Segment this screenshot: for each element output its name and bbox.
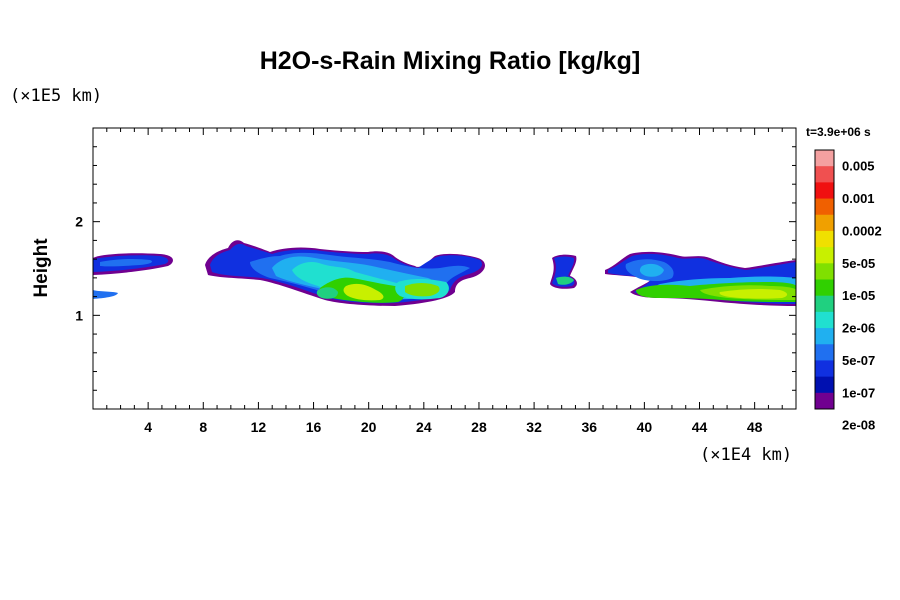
y-tick-label: 2 — [75, 214, 83, 230]
field-region-left-low — [93, 290, 118, 299]
colorbar-label: 2e-06 — [842, 321, 875, 336]
colorbar-swatch — [815, 392, 834, 410]
field-region-small-inner — [556, 276, 574, 285]
x-tick-label: 28 — [471, 419, 487, 435]
y-tick-label: 1 — [75, 307, 83, 323]
colorbar-swatch — [815, 360, 834, 378]
colorbar-swatch — [815, 376, 834, 394]
chart-title: H2O-s-Rain Mixing Ratio [kg/kg] — [259, 47, 641, 75]
colorbar-swatch — [815, 311, 834, 329]
colorbar-swatch — [815, 328, 834, 345]
colorbar-swatch — [815, 344, 834, 361]
colorbar-label: 1e-07 — [842, 385, 875, 400]
field-layer — [93, 240, 796, 306]
x-tick-label: 32 — [526, 419, 542, 435]
field-region-main-left-teal — [316, 287, 338, 299]
colorbar-swatch — [815, 279, 834, 297]
colorbar-label: 5e-05 — [842, 256, 875, 271]
x-tick-label: 36 — [581, 419, 597, 435]
x-unit-label: (×1E4 km) — [700, 445, 793, 465]
x-tick-label: 12 — [251, 419, 267, 435]
colorbar-swatch — [815, 263, 834, 280]
x-tick-label: 8 — [199, 419, 207, 435]
field-region-right-yellow — [719, 288, 788, 299]
x-tick-label: 4 — [144, 419, 152, 435]
colorbar-swatch — [815, 247, 834, 264]
plot-frame — [92, 127, 797, 410]
x-tick-label: 16 — [306, 419, 322, 435]
colorbar-swatch — [815, 150, 834, 167]
colorbar-frame — [814, 149, 835, 410]
field-region-main-lowblob-green — [405, 283, 440, 297]
field-region-main-lime — [343, 283, 384, 301]
colorbar-swatch — [815, 214, 834, 232]
x-tick-label: 20 — [361, 419, 377, 435]
x-tick-label: 44 — [692, 419, 708, 435]
colorbar-label: 5e-07 — [842, 353, 875, 368]
colorbar-swatch — [815, 198, 834, 216]
colorbar-swatch — [815, 230, 834, 248]
colorbar-label: 0.005 — [842, 159, 875, 174]
field-region-right-cyan-top — [639, 263, 664, 277]
colorbar-swatch — [815, 182, 834, 200]
colorbar-label: 0.001 — [842, 191, 875, 206]
colorbar-label: 0.0002 — [842, 223, 882, 238]
colorbar-swatch — [815, 166, 834, 183]
x-tick-label: 24 — [416, 419, 432, 435]
colorbar-label: 1e-05 — [842, 288, 875, 303]
x-tick-label: 48 — [747, 419, 763, 435]
time-label: t=3.9e+06 s — [806, 125, 871, 139]
y-unit-label: (×1E5 km) — [10, 86, 103, 106]
x-tick-label: 40 — [637, 419, 653, 435]
colorbar: 0.005 0.001 0.0002 5e-05 1e-05 2e-06 5e-07 1e-0… — [814, 149, 882, 433]
colorbar-label: 2e-08 — [842, 418, 875, 433]
field-region-left-inner — [100, 258, 152, 267]
colorbar-swatch — [815, 295, 834, 313]
